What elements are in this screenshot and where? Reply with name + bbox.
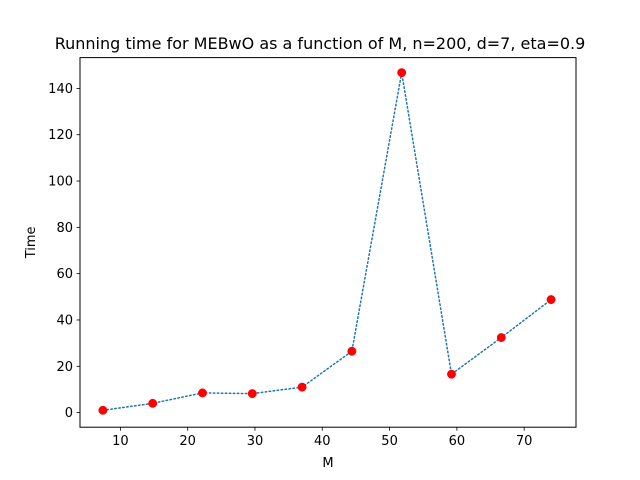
series-line [102,72,552,412]
y-tick-label: 120 [48,128,73,143]
x-tick-label: 50 [381,434,398,449]
data-point [546,295,556,305]
y-tick-label: 0 [65,406,73,421]
x-tick-label: 30 [247,434,264,449]
axes: 10 20 30 40 50 60 70 0 20 40 60 80 100 120 140 [48,82,532,449]
data-point [247,389,257,399]
data-point [447,369,456,379]
x-tick-label: 40 [314,434,331,449]
data-point [198,388,207,398]
data-point [148,398,158,408]
y-tick-label: 100 [48,175,73,190]
y-axis-label: Time [24,226,39,259]
y-tick-label: 80 [56,221,73,236]
plot-frame [79,57,577,428]
y-tick-label: 140 [48,82,73,97]
chart-title: Running time for MEBwO as a function of … [55,34,586,53]
data-point [98,405,108,415]
y-tick-label: 20 [56,360,73,375]
y-tick-label: 40 [56,313,73,328]
data-point [347,346,357,356]
x-tick-label: 10 [112,434,129,449]
data-point [397,68,407,78]
y-tick-label: 60 [56,267,73,282]
data-point [297,382,307,392]
x-tick-label: 70 [516,434,533,449]
data-point [496,333,506,343]
x-tick-label: 20 [179,434,196,449]
series-layer [98,68,556,415]
x-axis-label: M [322,456,333,471]
x-tick-label: 60 [449,434,466,449]
